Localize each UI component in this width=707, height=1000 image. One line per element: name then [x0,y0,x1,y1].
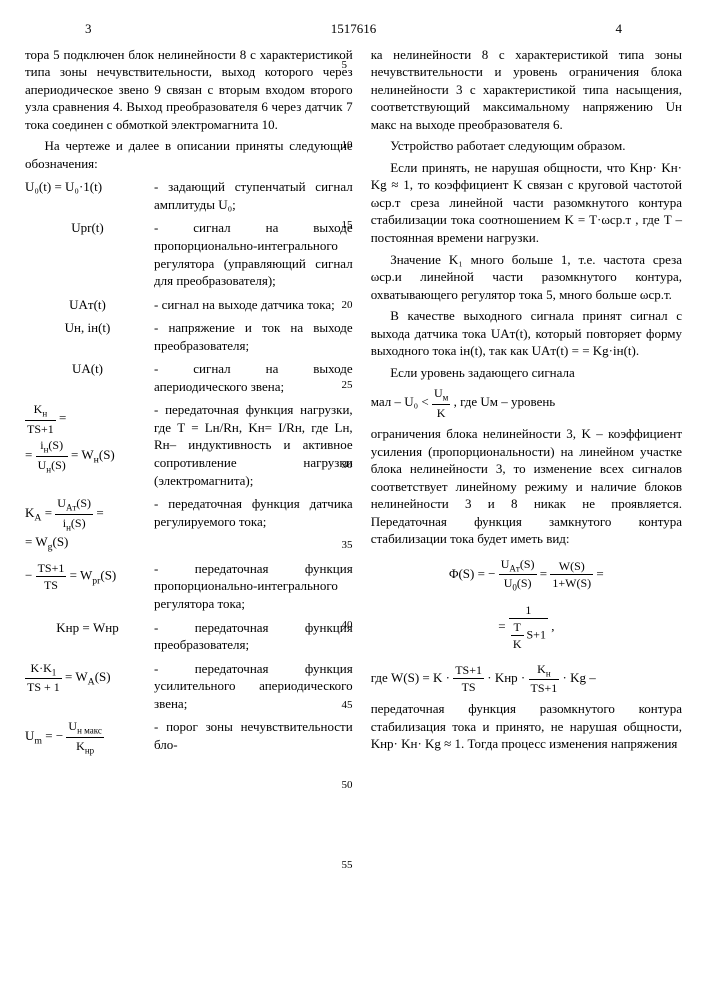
def-symbol: KнTS+1 = = iн(S)Uн(S) = Wн(S) [25,401,154,475]
txt: мал – U₀ < [371,394,432,409]
para-5b: ограничения блока нелинейности 3, K – ко… [371,425,682,548]
def-symbol: Upr(t) [25,219,154,237]
page-right-num: 4 [616,20,623,38]
def-symbol: Kнр = Wнр [25,619,154,637]
line-mark: 35 [342,538,353,553]
def-text: - задающий ступенчатый сигнал амплитуды … [154,178,353,213]
def-row: KнTS+1 = = iн(S)Uн(S) = Wн(S) - передато… [25,401,353,489]
lhs: Φ(S) = − [449,566,496,581]
para-3: Значение K₁ много больше 1, т.е. частота… [371,251,682,304]
para-4: В качестве выходного сигнала принят сигн… [371,307,682,360]
def-text: - передаточная функция датчика регулируе… [154,495,353,530]
def-text: - порог зоны нечувствительности бло- [154,718,353,753]
para-intro-1: тора 5 подключен блок нелинейности 8 с х… [25,46,353,134]
def-row: Uн, iн(t) - напряжение и ток на выходе п… [25,319,353,354]
line-mark: 10 [342,138,353,153]
txt: , где Uм – уровень [454,394,556,409]
formula-phi: Φ(S) = − UAт(S)U0(S) = W(S)1+W(S) = [371,556,682,594]
line-mark: 50 [342,778,353,793]
def-symbol: KA = UAт(S)iн(S) = = Wg(S) [25,495,154,554]
page-header: 3 1517616 4 [25,20,682,38]
fraction: 1 TK S+1 [509,602,548,653]
txt: · Kнр · [487,669,528,684]
def-symbol: Uн, iн(t) [25,319,154,337]
w-line: где W(S) = K · TS+1TS · Kнр · KнTS+1 · K… [371,661,682,697]
eq2: = [596,566,603,581]
para-5a: Если уровень задающего сигнала [371,364,682,382]
right-column: ка нелинейности 8 с характеристикой типа… [371,46,682,763]
line-mark: 45 [342,698,353,713]
fraction: KнTS+1 [529,661,560,697]
def-row: − TS+1TS = Wpr(S) - передаточная функция… [25,560,353,613]
def-row: UAт(t) - сигнал на выходе датчика тока; [25,296,353,314]
txt: · Kg – [563,669,596,684]
def-row: U₀(t) = U₀·1(t) - задающий ступенчатый с… [25,178,353,213]
def-text: - передаточная функция нагрузки, где T =… [154,401,353,489]
def-row: Um = − Uн максKнр - порог зоны нечувстви… [25,718,353,756]
para-1: Устройство работает следующим образом. [371,137,682,155]
line-mark: 55 [342,858,353,873]
para-intro-2: На чертеже и далее в описании приняты сл… [25,137,353,172]
doc-number: 1517616 [331,21,377,36]
fraction: TS+1TS [453,662,484,695]
def-text: - передаточная функция пропорционально-и… [154,560,353,613]
def-text: - сигнал на выходе датчика тока; [154,296,353,314]
line-mark: 5 [342,58,348,73]
para-cont-1: ка нелинейности 8 с характеристикой типа… [371,46,682,134]
para-6: передаточная функция разомкнутого контур… [371,700,682,753]
def-symbol: K·K1TS + 1 = WA(S) [25,660,154,696]
line-mark: 15 [342,218,353,233]
def-text: - сигнал на выходе апериодического звена… [154,360,353,395]
line-mark: 40 [342,618,353,633]
line-mark: 20 [342,298,353,313]
def-symbol: U₀(t) = U₀·1(t) [25,178,154,196]
def-text: - передаточная функция усилительного апе… [154,660,353,713]
fraction: UAт(S)U0(S) [499,556,537,594]
def-text: - напряжение и ток на выходе преобразова… [154,319,353,354]
two-column-layout: тора 5 подключен блок нелинейности 8 с х… [25,46,682,763]
def-row: KA = UAт(S)iн(S) = = Wg(S) - передаточна… [25,495,353,554]
line-mark: 30 [342,458,353,473]
page-left-num: 3 [85,20,92,38]
fraction: UмK [432,385,450,421]
definitions-list: U₀(t) = U₀·1(t) - задающий ступенчатый с… [25,178,353,756]
def-symbol: Um = − Uн максKнр [25,718,154,756]
left-column: тора 5 подключен блок нелинейности 8 с х… [25,46,353,763]
def-symbol: UAт(t) [25,296,154,314]
def-symbol: UA(t) [25,360,154,378]
comma: , [551,618,554,633]
formula-phi-2: = 1 TK S+1 , [371,602,682,653]
def-row: Kнр = Wнр - передаточная функция преобра… [25,619,353,654]
def-row: UA(t) - сигнал на выходе апериодического… [25,360,353,395]
txt: где W(S) = K · [371,669,454,684]
def-symbol: − TS+1TS = Wpr(S) [25,560,154,593]
eq: = [540,566,551,581]
def-row: K·K1TS + 1 = WA(S) - передаточная функци… [25,660,353,713]
def-text: - сигнал на выходе пропорционально-интег… [154,219,353,289]
fraction: W(S)1+W(S) [550,558,593,591]
line-mark: 25 [342,378,353,393]
def-row: Upr(t) - сигнал на выходе пропорциональн… [25,219,353,289]
para-5-cond: мал – U₀ < UмK , где Uм – уровень [371,385,682,421]
para-2: Если принять, не нарушая общности, что K… [371,159,682,247]
def-text: - передаточная функция преобразователя; [154,619,353,654]
